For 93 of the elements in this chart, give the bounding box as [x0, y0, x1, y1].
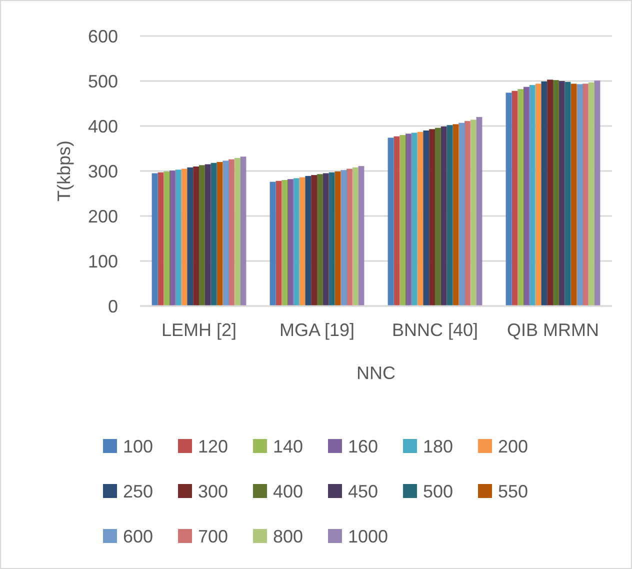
bar	[193, 166, 199, 306]
bar	[464, 121, 470, 306]
y-axis-title: T(kbps)	[54, 140, 74, 202]
bar	[328, 172, 335, 306]
bar	[458, 122, 464, 306]
bar	[529, 85, 536, 306]
legend-label: 600	[123, 526, 154, 546]
bar	[558, 81, 565, 306]
bar	[299, 177, 306, 306]
bar	[322, 173, 329, 306]
x-tick-label: LEMH [2]	[161, 320, 237, 340]
legend-label: 550	[498, 481, 528, 502]
bar	[204, 164, 211, 306]
legend-label: 100	[123, 436, 154, 456]
y-tick-label: 0	[108, 296, 118, 316]
bar	[435, 128, 441, 306]
bar	[564, 82, 571, 306]
y-tick-label: 100	[88, 251, 118, 272]
bar	[470, 120, 476, 306]
bar	[240, 156, 246, 306]
bar	[518, 89, 524, 306]
bar	[152, 173, 158, 306]
y-tick-label: 500	[88, 71, 118, 92]
legend-label: 120	[198, 436, 228, 456]
legend-label: 400	[273, 481, 304, 502]
bar	[388, 138, 394, 306]
bar	[394, 136, 400, 306]
bar	[288, 179, 294, 306]
bar	[541, 81, 548, 306]
bar	[570, 84, 577, 306]
bar	[582, 84, 588, 306]
bar	[216, 162, 223, 306]
bar	[547, 80, 553, 306]
bar	[222, 160, 228, 306]
bar	[417, 132, 424, 306]
legend-label: 450	[348, 481, 378, 502]
bar	[429, 129, 435, 306]
bar	[276, 180, 282, 306]
bar	[181, 168, 188, 306]
bar	[228, 159, 234, 306]
y-tick-label: 200	[88, 206, 118, 226]
x-axis-title: NNC	[356, 363, 396, 383]
bar	[346, 168, 352, 306]
legend-label: 500	[423, 481, 454, 502]
bar	[358, 166, 364, 306]
bar	[506, 92, 512, 306]
bar	[187, 167, 194, 306]
legend-label: 160	[348, 436, 378, 456]
bar	[234, 158, 240, 306]
y-tick-label: 300	[88, 161, 118, 182]
bar	[411, 132, 418, 306]
bar	[210, 162, 217, 306]
bar	[352, 167, 358, 306]
bar	[199, 165, 205, 306]
y-tick-label: 600	[88, 26, 118, 46]
bar	[406, 134, 412, 306]
legend-label: 300	[198, 481, 228, 502]
bar	[293, 178, 300, 306]
legend-label: 180	[423, 436, 454, 456]
bar	[512, 90, 518, 306]
bar	[594, 80, 600, 306]
bar	[400, 135, 406, 306]
bar	[535, 84, 542, 306]
legend-label: 700	[198, 526, 228, 546]
bar	[476, 117, 482, 306]
legend-label: 250	[123, 481, 154, 502]
bar	[446, 125, 453, 306]
bar	[440, 126, 447, 306]
bar	[452, 124, 459, 306]
bar	[282, 180, 288, 306]
legend-label: 140	[273, 436, 304, 456]
bar	[170, 170, 176, 306]
bar	[305, 176, 312, 306]
legend-label: 800	[273, 526, 304, 546]
y-tick-label: 400	[88, 116, 118, 136]
bar	[423, 130, 430, 306]
bar	[524, 86, 530, 306]
bar	[576, 84, 582, 306]
legend-label: 200	[498, 436, 528, 456]
bar	[311, 175, 317, 306]
bar	[175, 170, 182, 306]
bar	[158, 172, 164, 306]
bar	[553, 80, 559, 306]
bar	[270, 182, 276, 306]
bar	[334, 171, 341, 306]
x-tick-label: MGA [19]	[279, 320, 355, 340]
bar	[164, 171, 170, 306]
x-tick-label: BNNC [40]	[392, 320, 478, 340]
bar	[317, 174, 323, 306]
bar	[340, 170, 346, 306]
bar	[588, 82, 594, 306]
legend-label: 1000	[348, 526, 388, 546]
x-tick-label: QIB MRMN	[507, 320, 599, 340]
